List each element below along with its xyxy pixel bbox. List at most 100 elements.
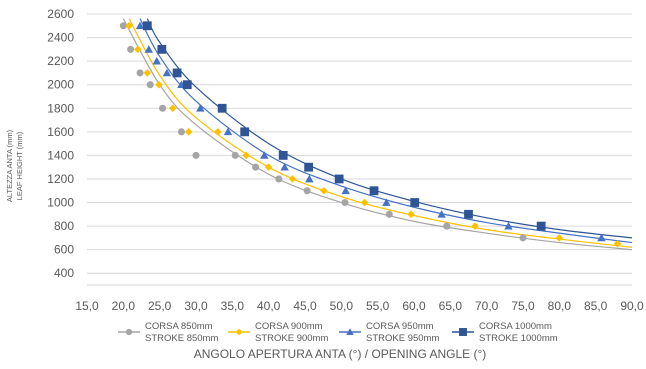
- trend-lines: [122, 18, 633, 251]
- data-point-series-4: [142, 21, 152, 31]
- data-point-series-3: [223, 127, 233, 136]
- legend-marker-series-3: [346, 328, 354, 336]
- data-point-series-4: [304, 162, 314, 172]
- data-point-series-2: [288, 175, 297, 183]
- data-point-series-3: [152, 56, 161, 65]
- data-point-series-4: [157, 44, 167, 54]
- data-point-series-2: [613, 239, 622, 248]
- y-tick-label: 2600: [47, 7, 74, 21]
- data-point-series-2: [125, 21, 133, 30]
- x-tick-label: 35,0: [221, 299, 245, 313]
- x-tick-label: 15,0: [75, 299, 99, 313]
- y-tick-label: 400: [54, 266, 74, 280]
- legend-label: STROKE 1000mm: [479, 333, 558, 344]
- data-point-series-3: [144, 45, 153, 53]
- data-point-series-3: [260, 151, 269, 159]
- data-point-series-2: [134, 45, 142, 54]
- legend-label: CORSA 950mm: [366, 321, 434, 332]
- data-point-series-3: [382, 198, 391, 206]
- data-point-series-4: [240, 127, 250, 137]
- legend-label: CORSA 1000mm: [479, 321, 552, 332]
- x-tick-label: 70,0: [475, 299, 499, 313]
- data-point-series-1: [146, 81, 154, 89]
- x-tick-label: 20,0: [112, 299, 136, 313]
- data-point-series-2: [471, 222, 479, 230]
- data-point-series-1: [443, 222, 451, 230]
- data-points: [119, 21, 622, 248]
- x-tick-label: 45,0: [293, 299, 317, 313]
- y-axis-title-line-2: LEAF HEIGHT (mm): [15, 131, 24, 200]
- y-tick-label: 2400: [47, 31, 74, 45]
- x-tick-label: 85,0: [584, 299, 608, 313]
- data-point-series-1: [127, 45, 135, 53]
- data-point-series-1: [119, 22, 127, 30]
- y-tick-label: 2200: [47, 54, 74, 68]
- legend-label: STROKE 850mm: [145, 333, 218, 344]
- data-point-series-2: [242, 151, 250, 160]
- data-point-series-2: [143, 69, 152, 77]
- x-tick-label: 65,0: [439, 299, 463, 313]
- x-tick-labels: 15,0 20,0 25,0 30,0 35,0 40,0 45,0 50,0 55,0 60,0…: [75, 299, 644, 313]
- data-point-series-3: [597, 233, 606, 242]
- data-point-series-4: [217, 103, 227, 113]
- data-point-series-2: [320, 186, 328, 195]
- trend-line-series-2: [128, 18, 633, 248]
- data-point-series-1: [275, 175, 283, 183]
- x-tick-label: 40,0: [257, 299, 281, 313]
- data-point-series-1: [192, 151, 200, 159]
- data-point-series-2: [555, 234, 564, 242]
- data-point-series-3: [305, 174, 314, 183]
- y-tick-label: 1400: [47, 148, 74, 162]
- y-tick-label: 600: [54, 243, 74, 257]
- legend-marker-series-4: [459, 328, 467, 336]
- x-tick-label: 25,0: [148, 299, 172, 313]
- data-point-series-1: [252, 163, 260, 171]
- x-tick-label: 80,0: [548, 299, 572, 313]
- y-tick-label: 1000: [47, 196, 74, 210]
- y-tick-labels: 400 600 800 1000 1200 1400 1600 1800 2000 2200 240…: [47, 7, 74, 280]
- data-point-series-2: [184, 128, 193, 136]
- x-tick-label: 90,0: [620, 299, 644, 313]
- data-point-series-2: [407, 210, 415, 219]
- data-point-series-3: [280, 162, 289, 171]
- data-point-series-4: [464, 209, 473, 219]
- data-point-series-4: [369, 186, 379, 196]
- data-point-series-3: [135, 21, 145, 30]
- x-tick-label: 60,0: [402, 299, 426, 313]
- legend-label: CORSA 850mm: [145, 321, 213, 332]
- data-point-series-4: [334, 174, 344, 184]
- data-point-series-2: [155, 80, 163, 89]
- x-tick-label: 55,0: [366, 299, 390, 313]
- data-point-series-4: [536, 221, 546, 231]
- legend-label: STROKE 950mm: [366, 333, 439, 344]
- data-point-series-2: [168, 104, 177, 113]
- legend-marker-series-1: [125, 328, 133, 336]
- y-tick-label: 800: [54, 219, 74, 233]
- data-point-series-1: [177, 128, 185, 136]
- data-point-series-4: [410, 198, 420, 207]
- y-tick-label: 1200: [47, 172, 74, 186]
- y-tick-label: 1800: [47, 101, 74, 115]
- data-point-series-3: [162, 68, 172, 77]
- data-point-series-4: [182, 80, 192, 90]
- legend-label: CORSA 900mm: [255, 321, 323, 332]
- data-point-series-2: [360, 198, 369, 207]
- data-point-series-4: [172, 68, 182, 78]
- x-tick-label: 30,0: [184, 299, 208, 313]
- gridlines: [87, 13, 632, 286]
- data-point-series-1: [303, 187, 311, 195]
- legend-marker-series-2: [235, 328, 243, 336]
- data-point-series-2: [214, 128, 222, 136]
- y-tick-label: 2000: [47, 78, 74, 92]
- data-point-series-3: [504, 221, 513, 230]
- data-point-series-3: [341, 186, 350, 195]
- data-point-series-1: [519, 234, 527, 242]
- data-point-series-2: [264, 163, 273, 171]
- data-point-series-1: [341, 198, 349, 207]
- x-tick-label: 50,0: [330, 299, 354, 313]
- data-point-series-1: [231, 151, 239, 159]
- data-point-series-3: [196, 104, 205, 112]
- trend-line-series-1: [122, 18, 633, 251]
